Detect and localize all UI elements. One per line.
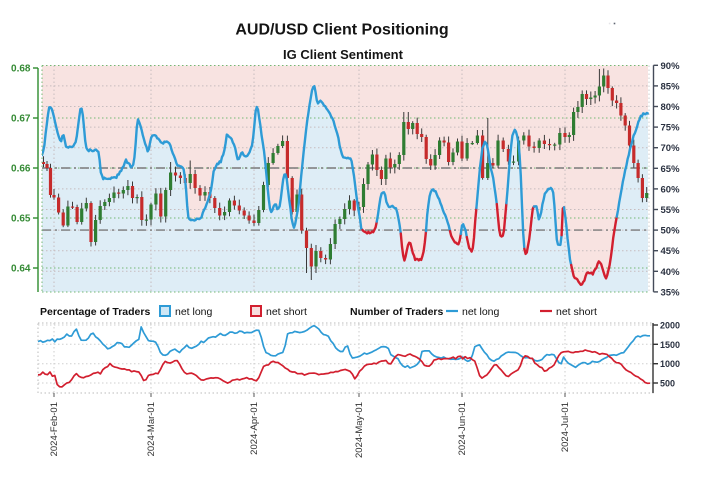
svg-text:2024-Jul-01: 2024-Jul-01	[560, 402, 571, 452]
svg-text:IG Client Sentiment: IG Client Sentiment	[283, 47, 404, 62]
svg-text:AUD/USD Client Positioning: AUD/USD Client Positioning	[235, 22, 448, 39]
svg-text:45%: 45%	[661, 246, 681, 257]
svg-text:net short: net short	[556, 306, 597, 318]
svg-text:0.68: 0.68	[11, 64, 31, 75]
svg-text:40%: 40%	[661, 267, 681, 278]
svg-text:0.67: 0.67	[11, 114, 31, 125]
svg-text:85%: 85%	[661, 81, 681, 92]
svg-text:net short: net short	[266, 306, 307, 318]
svg-text:70%: 70%	[661, 143, 681, 154]
svg-text:1000: 1000	[660, 359, 680, 369]
svg-text:60%: 60%	[661, 184, 681, 195]
svg-text:2000: 2000	[660, 321, 680, 331]
svg-text:net long: net long	[462, 306, 500, 318]
svg-text:35%: 35%	[661, 287, 681, 298]
svg-text:80%: 80%	[661, 102, 681, 113]
svg-text:75%: 75%	[661, 123, 681, 134]
svg-text:0.65: 0.65	[11, 214, 31, 225]
svg-text:0.66: 0.66	[11, 164, 31, 175]
svg-text:65%: 65%	[661, 164, 681, 175]
svg-text:2024-Apr-01: 2024-Apr-01	[249, 402, 260, 455]
svg-text:2024-May-01: 2024-May-01	[354, 402, 365, 458]
svg-text:2024-Feb-01: 2024-Feb-01	[49, 402, 60, 456]
svg-text:Percentage of Traders: Percentage of Traders	[40, 306, 150, 318]
svg-text:55%: 55%	[661, 205, 681, 216]
svg-text:net long: net long	[175, 306, 213, 318]
svg-text:1500: 1500	[660, 340, 680, 350]
svg-text:90%: 90%	[661, 61, 681, 72]
svg-text:50%: 50%	[661, 226, 681, 237]
svg-text:500: 500	[660, 379, 675, 389]
svg-text:Number of Traders: Number of Traders	[350, 306, 444, 318]
svg-text:2024-Mar-01: 2024-Mar-01	[146, 402, 157, 456]
svg-text:2024-Jun-01: 2024-Jun-01	[457, 402, 468, 455]
svg-text:0.64: 0.64	[11, 264, 31, 275]
